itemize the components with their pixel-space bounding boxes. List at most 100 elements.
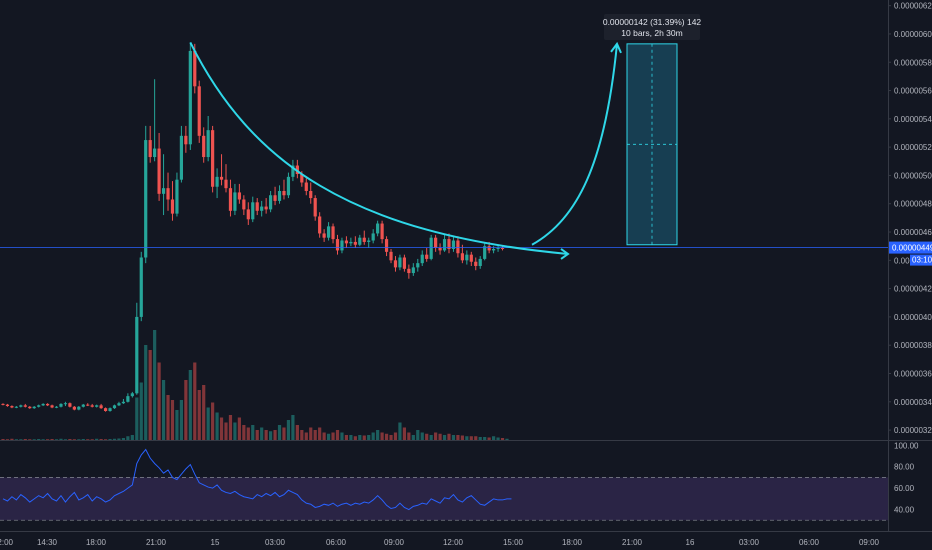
volume-bar	[237, 417, 241, 440]
candle-body	[451, 240, 456, 250]
candle	[1, 403, 5, 406]
candle	[411, 263, 415, 276]
candle-body	[54, 406, 59, 408]
volume-bar	[358, 435, 362, 440]
volume-bar	[179, 400, 183, 440]
candle	[291, 159, 295, 182]
candle-body	[81, 404, 85, 407]
candle	[269, 190, 273, 213]
candle-body	[264, 206, 268, 210]
candle	[326, 222, 331, 241]
candle	[398, 254, 402, 271]
current-price-tag	[889, 241, 932, 254]
volume-bar	[19, 439, 23, 440]
candle	[362, 230, 366, 245]
candle	[19, 404, 23, 408]
candle-body	[474, 261, 478, 266]
volume-bar	[393, 432, 398, 440]
candle-body	[398, 257, 402, 268]
time-tick-label: 18:00	[86, 538, 107, 547]
volume-bar	[295, 425, 299, 440]
volume-bar	[474, 436, 478, 440]
volume-bar	[184, 380, 188, 440]
candle	[260, 200, 264, 217]
volume-bar	[264, 430, 268, 440]
candle-body	[362, 237, 366, 242]
rsi-tick-label: 100.00	[894, 441, 919, 450]
candle	[371, 229, 375, 244]
candle	[77, 406, 81, 411]
volume-bar	[362, 435, 366, 440]
candle-body	[224, 179, 228, 189]
projection-arrow-head	[610, 41, 622, 54]
candle	[166, 172, 170, 211]
volume-bar	[269, 431, 273, 440]
volume-bar	[402, 427, 406, 440]
candle	[144, 125, 148, 264]
volume-bar	[340, 432, 344, 440]
candle	[367, 237, 371, 248]
candle	[130, 391, 134, 398]
candle-body	[153, 148, 157, 158]
volume-bar	[139, 382, 143, 440]
time-tick-label: 15	[211, 538, 220, 547]
volume-bar	[59, 438, 63, 440]
volume-bar	[175, 410, 179, 440]
candle	[14, 406, 18, 409]
volume-bar	[193, 362, 197, 440]
candle-body	[19, 405, 23, 407]
candle	[335, 234, 340, 255]
time-tick-label: 21:00	[622, 538, 643, 547]
volume-bar	[434, 432, 438, 440]
volume-bar	[228, 415, 233, 440]
volume-bar	[77, 439, 81, 440]
volume-bar	[447, 433, 451, 440]
candle	[206, 116, 210, 162]
candle	[318, 212, 322, 238]
volume-bar	[460, 435, 464, 440]
volume-bar	[376, 430, 380, 440]
volume-bar	[492, 436, 496, 440]
candle	[483, 243, 487, 261]
candle-body	[335, 239, 340, 251]
candle-body	[447, 239, 451, 250]
candle-body	[206, 130, 210, 158]
volume-bar	[505, 438, 509, 440]
rsi-tick-label: 40.00	[894, 506, 915, 515]
candle-body	[425, 254, 429, 259]
candle-body	[179, 135, 183, 180]
candle	[380, 220, 384, 244]
candle-body	[130, 393, 134, 397]
volume-bar	[32, 439, 36, 440]
volume-bar	[63, 439, 68, 440]
candle	[500, 246, 505, 251]
volume-bar	[411, 435, 415, 440]
volume-bar	[371, 432, 375, 440]
candle	[28, 406, 32, 409]
volume-bar	[335, 430, 340, 440]
rsi-line	[2, 448, 512, 511]
volume-bar	[304, 432, 308, 440]
volume-bar	[206, 407, 210, 440]
volume-bar	[251, 425, 255, 440]
volume-bar	[37, 439, 41, 440]
volume-bar	[456, 435, 460, 440]
candle-body	[304, 182, 308, 191]
volume-bar	[420, 432, 424, 440]
candle	[376, 220, 380, 237]
candle	[420, 250, 424, 266]
candle	[331, 223, 335, 244]
volume-bar	[81, 439, 85, 440]
candle	[157, 132, 161, 201]
candle-body	[487, 246, 491, 251]
candle-body	[331, 226, 335, 240]
